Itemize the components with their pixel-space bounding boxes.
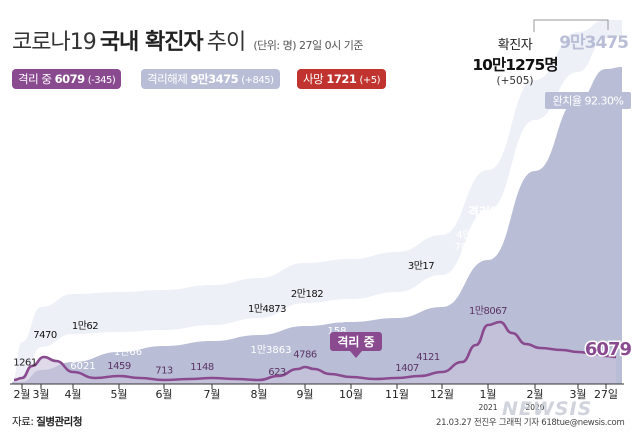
isolation-callout-box: [330, 332, 382, 351]
isolation-value-label: 1만8067: [469, 305, 507, 317]
recovery-rate-label: 완치율 92.30%: [553, 95, 624, 108]
x-year-label: 2020: [525, 403, 544, 412]
released-total-label: 9만3475: [559, 33, 628, 53]
x-tick-label: 10월: [339, 388, 363, 401]
released-value-label: 6021: [70, 361, 95, 372]
confirmed-total-block: 확진자 10만1275명 (+505): [470, 34, 560, 87]
legend-isolation-change: (-345): [87, 75, 116, 86]
legend-released-change: (+845): [241, 75, 274, 86]
x-tick-label: 27일: [594, 387, 618, 401]
source-name: 질병관리청: [36, 416, 83, 428]
x-tick-label: 7월: [203, 388, 220, 401]
x-tick-label: 6월: [155, 388, 172, 401]
legend-isolation-label: 격리 중: [18, 72, 52, 86]
legend-deaths-value: 1721: [326, 72, 357, 86]
x-tick-label: 1월: [479, 388, 496, 401]
released-value-label: 4만: [456, 229, 472, 241]
isolation-value-label: 623: [268, 367, 286, 378]
confirmed-value-label: 7470: [33, 330, 57, 341]
x-tick-label: 8월: [250, 388, 267, 401]
title-trend: 추이: [206, 30, 246, 55]
x-tick-label: 5월: [110, 388, 127, 401]
isolation-value-label: 4121: [416, 352, 440, 363]
recovery-rate-badge: [545, 92, 631, 109]
legend-isolation-value: 6079: [54, 72, 86, 86]
confirmed-value-label: 3만17: [408, 260, 434, 272]
isolation-line: [13, 320, 617, 382]
released-value-label: 2만: [329, 313, 345, 325]
released-value-label: 1만3863: [250, 344, 291, 356]
x-tick-label: 3월: [569, 388, 586, 401]
released-value-label: 158: [327, 326, 346, 337]
isolation-value-label: 1261: [13, 358, 37, 369]
title-covid19: 코로나19: [12, 30, 97, 55]
confirmed-value-label: 1만62: [72, 320, 98, 332]
released-value-label: 703: [454, 242, 473, 253]
isolation-value-label: 713: [155, 366, 173, 377]
source-note: 자료: 질병관리청: [12, 414, 83, 429]
unit-note: (단위: 명) 27일 0시 기준: [253, 39, 363, 52]
x-tick-label: 2월: [13, 388, 30, 401]
isolation-area-fill: [14, 322, 616, 384]
credit-note: 21.03.27 전진우 그래픽 기자 618tue@newsis.com: [436, 418, 625, 428]
legend-deaths-label: 사망: [303, 72, 324, 86]
confirmed-bracket: [533, 19, 609, 32]
isolation-callout-pointer: [350, 351, 362, 358]
newsis-watermark: NEWSIS: [502, 398, 593, 420]
isolation-value-label: 1407: [395, 363, 419, 374]
confirmed-label: 확진자: [497, 38, 533, 53]
isolation-callout-label: 격리 중: [337, 334, 374, 349]
isolation-value-label: 1459: [107, 361, 131, 372]
legend-deaths-badge: 사망 1721 (+5): [297, 69, 387, 89]
x-tick-label: 4월: [64, 388, 81, 401]
released-area: [12, 67, 622, 384]
isolation-final-label: 6079: [585, 339, 632, 360]
x-tick-label: 2월: [526, 388, 543, 401]
x-tick-label: 3월: [32, 388, 49, 401]
confirmed-value: 10만1275명: [472, 56, 558, 74]
legend-isolation-badge: 격리 중 6079 (-345): [12, 69, 122, 89]
x-tick-label: 12월: [430, 388, 454, 401]
legend-released-value: 9만3475: [190, 72, 239, 86]
title-domestic-confirmed: 국내 확진자: [99, 30, 204, 55]
page-title: 코로나19 국내 확진자 추이 (단위: 명) 27일 0시 기준: [12, 24, 363, 56]
released-area-label: 격리해제: [468, 204, 512, 219]
confirmed-change: (+505): [496, 75, 534, 87]
legend-deaths-change: (+5): [359, 75, 381, 86]
x-tick-label: 9월: [296, 388, 313, 401]
source-prefix: 자료:: [12, 416, 34, 428]
released-value-label: 1만66: [114, 346, 142, 358]
isolation-value-label: 4786: [293, 350, 317, 361]
legend-released-badge: 격리해제 9만3475 (+845): [141, 69, 280, 89]
legend-released-label: 격리해제: [147, 72, 188, 86]
confirmed-value-label: 2만182: [291, 288, 323, 300]
isolation-value-label: 1148: [190, 362, 214, 373]
x-year-label: 2021: [478, 403, 497, 412]
x-tick-label: 11월: [385, 388, 409, 401]
confirmed-value-label: 1만4873: [248, 303, 286, 315]
